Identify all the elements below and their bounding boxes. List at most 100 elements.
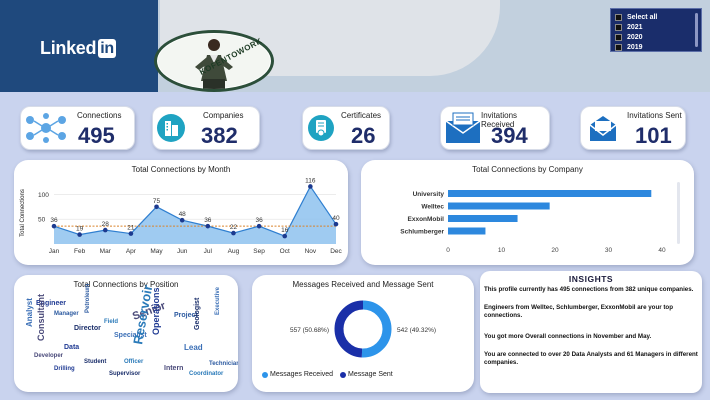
category-label: University xyxy=(413,191,445,198)
series-line xyxy=(53,185,337,237)
data-label: 36 xyxy=(204,217,212,224)
data-label: 557 (50.68%) xyxy=(290,327,329,334)
x-tick-label: 20 xyxy=(551,247,559,254)
insight-text: You are connected to over 20 Data Analys… xyxy=(484,351,698,366)
cloud-word: Petroleum xyxy=(85,284,91,313)
x-tick-label: May xyxy=(150,248,163,255)
cloud-word: Project xyxy=(174,312,198,319)
kpi-card-companies: Companies 382 xyxy=(152,106,260,150)
slicer-option[interactable]: 2020 xyxy=(615,32,697,42)
cloud-word: Lead xyxy=(184,343,203,352)
month-area-chart[interactable]: 50 100 Total Connections 36 Jan 19 Feb 28 Mar 21 A… xyxy=(14,160,348,265)
data-point xyxy=(51,223,57,229)
panel-messages: Messages Received and Message Sent 557 (… xyxy=(252,275,474,392)
x-tick-label: Apr xyxy=(126,248,137,255)
panel-connections-by-month: Total Connections by Month 50 100 Total Co… xyxy=(14,160,348,265)
x-tick-label: Oct xyxy=(280,248,290,255)
data-point xyxy=(308,184,313,189)
company-bar-chart[interactable]: University Welltec ExxonMobil Schlumberger 0… xyxy=(361,160,694,265)
donut-slice xyxy=(361,300,392,358)
data-label: 28 xyxy=(102,221,110,228)
checkbox-icon[interactable] xyxy=(615,43,622,51)
cloud-word: Geologist xyxy=(194,297,201,330)
legend-dot-icon xyxy=(262,371,268,378)
data-point xyxy=(154,204,159,210)
slicer-option[interactable]: 2021 xyxy=(615,22,697,32)
x-tick-label: Dec xyxy=(330,248,342,255)
data-label: 116 xyxy=(305,177,316,184)
data-point xyxy=(231,230,236,236)
panel-connections-by-company: Total Connections by Company University W… xyxy=(361,160,694,265)
legend-received: Messages Received xyxy=(262,371,333,378)
x-tick-label: 10 xyxy=(498,247,506,254)
cloud-word: Coordinator xyxy=(189,371,224,377)
cloud-word: Student xyxy=(84,359,106,365)
x-tick-label: Feb xyxy=(74,248,86,255)
network-icon xyxy=(26,113,66,143)
cloud-word: Analyst xyxy=(25,298,34,327)
legend-dot-icon xyxy=(340,371,346,378)
bar xyxy=(448,215,518,222)
cloud-word: Field xyxy=(104,319,118,325)
checkbox-icon[interactable] xyxy=(615,13,622,21)
kpi-label: Connections xyxy=(77,111,122,120)
cloud-word: Technician xyxy=(209,361,238,367)
checkbox-icon[interactable] xyxy=(615,33,622,41)
category-label: ExxonMobil xyxy=(408,216,445,223)
slicer-option[interactable]: Select all xyxy=(615,12,697,22)
category-label: Schlumberger xyxy=(400,229,444,236)
kpi-label: Invitations Received xyxy=(481,111,518,129)
x-tick-label: Jun xyxy=(177,248,188,255)
category-label: Welltec xyxy=(421,204,444,211)
legend-sent: Message Sent xyxy=(340,371,393,378)
brand-in-badge: in xyxy=(98,39,116,58)
insight-text: Engineers from Welltec, Schlumberger, Ex… xyxy=(484,304,673,319)
kpi-value: 101 xyxy=(635,123,672,148)
data-point xyxy=(256,223,262,229)
bar xyxy=(448,202,550,210)
cloud-word: Engineer xyxy=(36,300,66,307)
cloud-word: Operations xyxy=(151,287,161,335)
data-point xyxy=(128,231,134,236)
slicer-scrollbar[interactable] xyxy=(695,13,698,47)
data-point xyxy=(102,227,108,233)
data-point xyxy=(333,221,339,227)
slicer-option[interactable]: 2019 xyxy=(615,42,697,52)
chart-title: Total Connections by Month xyxy=(131,165,231,174)
cloud-word: Drilling xyxy=(54,366,75,372)
data-point xyxy=(282,233,288,239)
position-word-cloud[interactable]: Engineer Manager Analyst Director Consultant… xyxy=(14,275,238,392)
bar xyxy=(448,190,652,197)
y-tick-label: 100 xyxy=(38,192,49,199)
x-tick-label: 30 xyxy=(605,247,613,254)
kpi-card-certificates: Certificates 26 xyxy=(302,106,390,150)
envelope-icon xyxy=(445,112,481,143)
messages-donut-chart[interactable]: 557 (50.68%) 542 (49.32%) xyxy=(252,275,474,392)
x-tick-label: Mar xyxy=(100,248,112,255)
cloud-word: Data xyxy=(64,344,79,351)
chart-title: Total Connections by Company xyxy=(472,165,583,174)
chart-title: Total Connections by Position xyxy=(73,280,179,289)
data-label: 36 xyxy=(255,217,263,224)
panel-insights: INSIGHTS This profile currently has 495 … xyxy=(480,271,702,393)
data-point xyxy=(205,223,211,229)
data-label: 16 xyxy=(281,227,289,234)
insight-text: You got more Overall connections in Nove… xyxy=(484,333,652,340)
checkbox-icon[interactable] xyxy=(615,23,622,31)
data-label: 19 xyxy=(76,226,84,233)
kpi-card-invitations-sent: Invitations Sent 101 xyxy=(580,106,686,150)
certificate-icon xyxy=(308,115,334,141)
building-icon xyxy=(157,114,185,142)
data-label: 22 xyxy=(230,224,238,231)
area-fill xyxy=(54,186,336,244)
panel-connections-by-position: Total Connections by Position Engineer Ma… xyxy=(14,275,238,392)
x-tick-label: Jan xyxy=(49,248,60,255)
cloud-word: Developer xyxy=(34,353,64,359)
year-slicer[interactable]: Select all 2021 2020 2019 xyxy=(610,8,702,52)
cloud-word: Officer xyxy=(124,359,144,365)
brand-panel: Linked in xyxy=(0,0,158,92)
kpi-value: 26 xyxy=(351,123,376,148)
data-label: 36 xyxy=(50,217,58,224)
cloud-word: Manager xyxy=(54,311,79,317)
x-tick-label: Aug xyxy=(228,248,240,255)
